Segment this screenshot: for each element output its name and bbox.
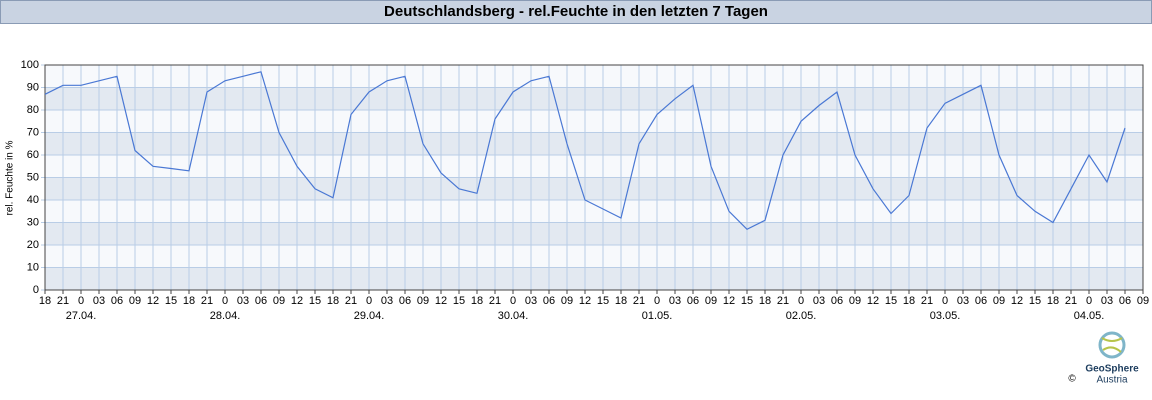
y-tick-label: 20 bbox=[27, 239, 39, 251]
date-label: 04.05. bbox=[1074, 310, 1105, 322]
date-label: 28.04. bbox=[210, 310, 241, 322]
x-tick-label: 0 bbox=[1086, 295, 1092, 307]
x-tick-label: 21 bbox=[489, 295, 501, 307]
y-tick-label: 0 bbox=[33, 284, 39, 296]
x-tick-label: 15 bbox=[741, 295, 753, 307]
x-tick-label: 06 bbox=[543, 295, 555, 307]
x-tick-label: 09 bbox=[705, 295, 717, 307]
x-tick-label: 21 bbox=[345, 295, 357, 307]
x-tick-label: 18 bbox=[615, 295, 627, 307]
y-tick-label: 10 bbox=[27, 261, 39, 273]
x-tick-label: 12 bbox=[435, 295, 447, 307]
x-tick-label: 03 bbox=[957, 295, 969, 307]
x-tick-label: 09 bbox=[849, 295, 861, 307]
x-tick-label: 15 bbox=[165, 295, 177, 307]
grid-band bbox=[45, 267, 1143, 290]
x-tick-label: 09 bbox=[129, 295, 141, 307]
y-tick-label: 70 bbox=[27, 126, 39, 138]
y-tick-label: 50 bbox=[27, 171, 39, 183]
x-tick-label: 03 bbox=[813, 295, 825, 307]
x-tick-label: 0 bbox=[366, 295, 372, 307]
x-tick-label: 15 bbox=[1029, 295, 1041, 307]
grid-band bbox=[45, 87, 1143, 110]
x-tick-label: 18 bbox=[759, 295, 771, 307]
x-tick-label: 18 bbox=[327, 295, 339, 307]
y-tick-label: 60 bbox=[27, 149, 39, 161]
logo-swirl bbox=[1101, 337, 1123, 353]
x-tick-label: 21 bbox=[633, 295, 645, 307]
date-label: 29.04. bbox=[354, 310, 385, 322]
plot-border bbox=[44, 64, 1144, 291]
x-tick-label: 18 bbox=[39, 295, 51, 307]
x-tick-label: 0 bbox=[942, 295, 948, 307]
x-tick-label: 03 bbox=[93, 295, 105, 307]
x-tick-label: 21 bbox=[1065, 295, 1077, 307]
x-tick-label: 09 bbox=[273, 295, 285, 307]
x-tick-label: 15 bbox=[597, 295, 609, 307]
x-tick-label: 09 bbox=[1137, 295, 1149, 307]
logo-name: GeoSphere bbox=[1085, 364, 1139, 375]
x-tick-label: 06 bbox=[255, 295, 267, 307]
logo-sub: Austria bbox=[1096, 375, 1128, 386]
x-tick-label: 12 bbox=[291, 295, 303, 307]
logo: GeoSphere Austria © bbox=[1068, 331, 1139, 386]
x-tick-label: 21 bbox=[201, 295, 213, 307]
x-tick-label: 03 bbox=[381, 295, 393, 307]
x-tick-label: 06 bbox=[1119, 295, 1131, 307]
logo-mark bbox=[1098, 331, 1126, 359]
date-label: 01.05. bbox=[642, 310, 673, 322]
x-tick-label: 21 bbox=[777, 295, 789, 307]
x-tick-label: 18 bbox=[471, 295, 483, 307]
x-tick-label: 06 bbox=[687, 295, 699, 307]
x-tick-label: 12 bbox=[867, 295, 879, 307]
grid-band bbox=[45, 222, 1143, 245]
y-tick-label: 90 bbox=[27, 81, 39, 93]
x-tick-label: 09 bbox=[561, 295, 573, 307]
y-tick-label: 40 bbox=[27, 194, 39, 206]
date-label: 27.04. bbox=[66, 310, 97, 322]
y-tick-label: 30 bbox=[27, 216, 39, 228]
grid-band bbox=[45, 177, 1143, 200]
line-series bbox=[44, 71, 1126, 231]
x-tick-label: 15 bbox=[309, 295, 321, 307]
x-tick-label: 03 bbox=[1101, 295, 1113, 307]
x-tick-label: 0 bbox=[78, 295, 84, 307]
x-tick-label: 18 bbox=[903, 295, 915, 307]
x-tick-label: 0 bbox=[510, 295, 516, 307]
x-tick-label: 15 bbox=[885, 295, 897, 307]
x-tick-label: 0 bbox=[222, 295, 228, 307]
x-tick-label: 15 bbox=[453, 295, 465, 307]
x-tick-label: 12 bbox=[147, 295, 159, 307]
y-tick-label: 100 bbox=[21, 59, 39, 71]
copyright: © bbox=[1068, 374, 1076, 385]
x-tick-label: 06 bbox=[975, 295, 987, 307]
x-tick-label: 18 bbox=[1047, 295, 1059, 307]
x-tick-label: 12 bbox=[1011, 295, 1023, 307]
x-tick-label: 09 bbox=[417, 295, 429, 307]
y-axis-label: rel. Feuchte in % bbox=[5, 140, 16, 215]
x-tick-label: 21 bbox=[921, 295, 933, 307]
x-tick-label: 0 bbox=[654, 295, 660, 307]
x-tick-label: 12 bbox=[723, 295, 735, 307]
x-tick-label: 06 bbox=[399, 295, 411, 307]
date-label: 30.04. bbox=[498, 310, 529, 322]
x-tick-label: 03 bbox=[525, 295, 537, 307]
x-tick-label: 0 bbox=[798, 295, 804, 307]
x-tick-label: 06 bbox=[831, 295, 843, 307]
x-tick-label: 03 bbox=[669, 295, 681, 307]
x-tick-label: 03 bbox=[237, 295, 249, 307]
chart-title: Deutschlandsberg - rel.Feuchte in den le… bbox=[0, 0, 1152, 24]
y-tick-label: 80 bbox=[27, 104, 39, 116]
date-label: 02.05. bbox=[786, 310, 817, 322]
x-tick-label: 06 bbox=[111, 295, 123, 307]
x-tick-label: 21 bbox=[57, 295, 69, 307]
x-tick-label: 12 bbox=[579, 295, 591, 307]
x-tick-label: 09 bbox=[993, 295, 1005, 307]
date-label: 03.05. bbox=[930, 310, 961, 322]
x-tick-label: 18 bbox=[183, 295, 195, 307]
grid-band bbox=[45, 132, 1143, 155]
